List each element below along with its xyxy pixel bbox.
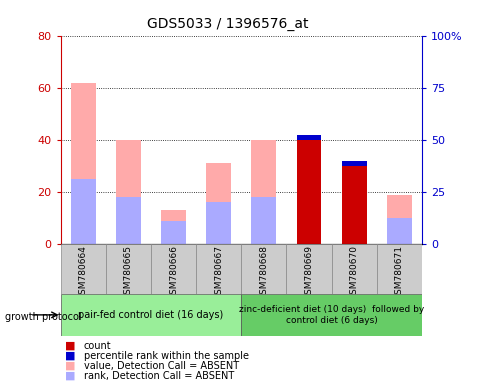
Text: value, Detection Call = ABSENT: value, Detection Call = ABSENT [84,361,239,371]
Bar [296,135,321,140]
Bar [71,83,95,244]
Text: ■: ■ [65,361,76,371]
Bar [296,135,321,244]
Text: GSM780670: GSM780670 [349,245,358,300]
Text: ■: ■ [65,371,76,381]
Text: rank, Detection Call = ABSENT: rank, Detection Call = ABSENT [84,371,234,381]
Bar [251,197,276,244]
Bar [161,210,185,244]
Bar [341,161,366,166]
Text: growth protocol: growth protocol [5,312,81,322]
Bar [116,197,140,244]
Bar [286,244,331,294]
Bar [341,161,366,244]
Text: percentile rank within the sample: percentile rank within the sample [84,351,248,361]
Bar [386,218,411,244]
Text: GSM780667: GSM780667 [214,245,223,300]
Text: ■: ■ [65,351,76,361]
Text: count: count [84,341,111,351]
Bar [116,140,140,244]
Bar [196,244,241,294]
Bar [241,294,421,336]
Text: zinc-deficient diet (10 days)  followed by
control diet (6 days): zinc-deficient diet (10 days) followed b… [239,305,424,324]
Text: ■: ■ [65,341,76,351]
Bar [161,220,185,244]
Bar [106,244,151,294]
Text: GSM780666: GSM780666 [169,245,178,300]
Bar [71,179,95,244]
Bar [151,244,196,294]
Text: GSM780671: GSM780671 [394,245,403,300]
Bar [331,244,376,294]
Bar [206,164,231,244]
Bar [251,140,276,244]
Text: pair-fed control diet (16 days): pair-fed control diet (16 days) [78,310,223,320]
Bar [376,244,421,294]
Bar [386,195,411,244]
Text: GSM780664: GSM780664 [78,245,88,300]
Text: GSM780669: GSM780669 [304,245,313,300]
Text: GSM780665: GSM780665 [123,245,133,300]
Bar [241,244,286,294]
Bar [60,294,241,336]
Text: GSM780668: GSM780668 [259,245,268,300]
Bar [60,244,106,294]
Bar [206,202,231,244]
Text: GDS5033 / 1396576_at: GDS5033 / 1396576_at [147,17,308,31]
